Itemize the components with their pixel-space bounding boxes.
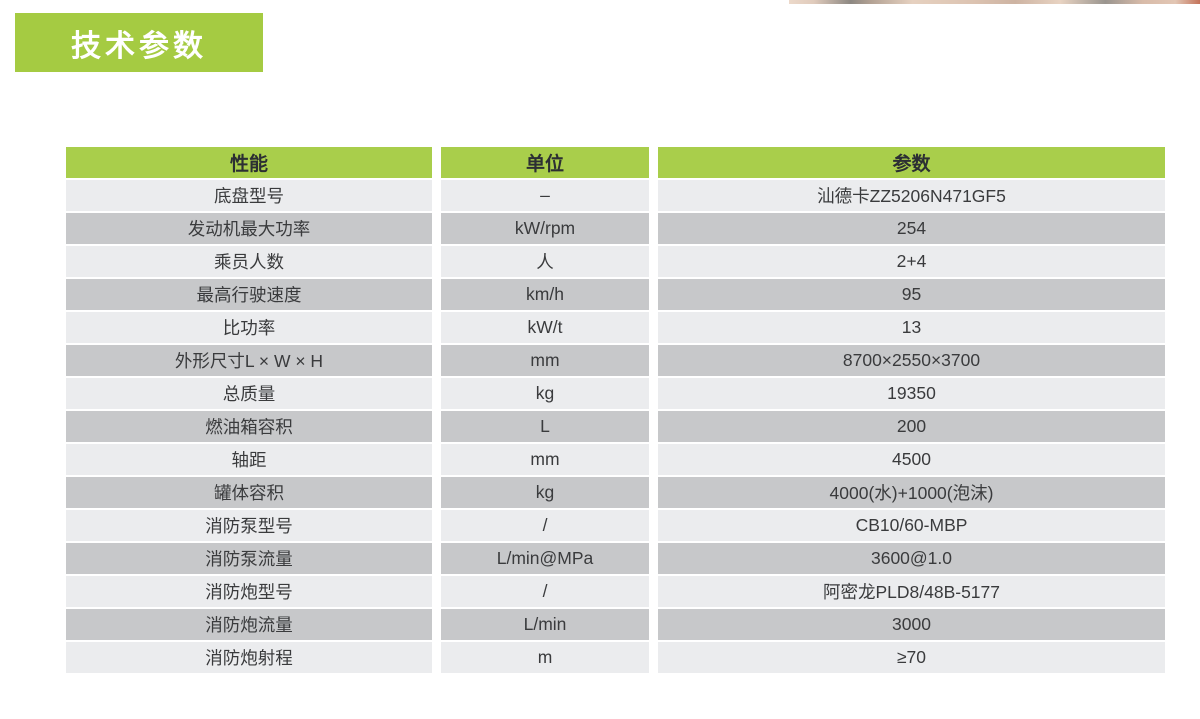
value-cell: 4500 bbox=[658, 444, 1165, 475]
spec-name-cell: 底盘型号 bbox=[66, 180, 432, 211]
value-cell: 3600@1.0 bbox=[658, 543, 1165, 574]
value-cell: 254 bbox=[658, 213, 1165, 244]
value-cell: 汕德卡ZZ5206N471GF5 bbox=[658, 180, 1165, 211]
table-row: 消防炮射程 m ≥70 bbox=[66, 642, 1165, 673]
table-row: 最高行驶速度 km/h 95 bbox=[66, 279, 1165, 310]
spec-table-header: 性能 单位 参数 bbox=[66, 147, 1165, 178]
spec-name-cell: 消防炮型号 bbox=[66, 576, 432, 607]
table-row: 消防炮流量 L/min 3000 bbox=[66, 609, 1165, 640]
spec-name-cell: 罐体容积 bbox=[66, 477, 432, 508]
section-title-box: 技术参数 bbox=[15, 13, 263, 72]
table-row: 消防炮型号 / 阿密龙PLD8/48B-5177 bbox=[66, 576, 1165, 607]
spec-name-cell: 消防泵流量 bbox=[66, 543, 432, 574]
table-row: 外形尺寸L × W × H mm 8700×2550×3700 bbox=[66, 345, 1165, 376]
value-cell: 95 bbox=[658, 279, 1165, 310]
unit-cell: / bbox=[441, 510, 649, 541]
spec-name-cell: 乘员人数 bbox=[66, 246, 432, 277]
unit-cell: m bbox=[441, 642, 649, 673]
table-row: 底盘型号 – 汕德卡ZZ5206N471GF5 bbox=[66, 180, 1165, 211]
unit-cell: kW/rpm bbox=[441, 213, 649, 244]
value-cell: 8700×2550×3700 bbox=[658, 345, 1165, 376]
table-row: 比功率 kW/t 13 bbox=[66, 312, 1165, 343]
spec-name-cell: 比功率 bbox=[66, 312, 432, 343]
spec-name-cell: 发动机最大功率 bbox=[66, 213, 432, 244]
header-row: 性能 单位 参数 bbox=[66, 147, 1165, 178]
col-header-unit: 单位 bbox=[441, 147, 649, 178]
unit-cell: kg bbox=[441, 378, 649, 409]
spec-table: 性能 单位 参数 底盘型号 – 汕德卡ZZ5206N471GF5 发动机最大功率 kW/… bbox=[57, 145, 1174, 675]
page-title: 技术参数 bbox=[71, 29, 207, 63]
table-row: 罐体容积 kg 4000(水)+1000(泡沫) bbox=[66, 477, 1165, 508]
cropped-photo-edge bbox=[789, 0, 1200, 4]
spec-name-cell: 消防炮流量 bbox=[66, 609, 432, 640]
value-cell: 3000 bbox=[658, 609, 1165, 640]
unit-cell: 人 bbox=[441, 246, 649, 277]
value-cell: 4000(水)+1000(泡沫) bbox=[658, 477, 1165, 508]
table-row: 轴距 mm 4500 bbox=[66, 444, 1165, 475]
spec-table-body: 底盘型号 – 汕德卡ZZ5206N471GF5 发动机最大功率 kW/rpm 254 乘员人… bbox=[66, 180, 1165, 673]
unit-cell: – bbox=[441, 180, 649, 211]
spec-name-cell: 消防泵型号 bbox=[66, 510, 432, 541]
value-cell: ≥70 bbox=[658, 642, 1165, 673]
spec-name-cell: 最高行驶速度 bbox=[66, 279, 432, 310]
col-header-parameter: 参数 bbox=[658, 147, 1165, 178]
value-cell: CB10/60-MBP bbox=[658, 510, 1165, 541]
table-row: 消防泵型号 / CB10/60-MBP bbox=[66, 510, 1165, 541]
unit-cell: mm bbox=[441, 345, 649, 376]
unit-cell: kW/t bbox=[441, 312, 649, 343]
spec-name-cell: 总质量 bbox=[66, 378, 432, 409]
value-cell: 19350 bbox=[658, 378, 1165, 409]
value-cell: 2+4 bbox=[658, 246, 1165, 277]
unit-cell: mm bbox=[441, 444, 649, 475]
table-row: 燃油箱容积 L 200 bbox=[66, 411, 1165, 442]
table-row: 发动机最大功率 kW/rpm 254 bbox=[66, 213, 1165, 244]
spec-name-cell: 消防炮射程 bbox=[66, 642, 432, 673]
unit-cell: L/min bbox=[441, 609, 649, 640]
unit-cell: L bbox=[441, 411, 649, 442]
table-row: 消防泵流量 L/min@MPa 3600@1.0 bbox=[66, 543, 1165, 574]
value-cell: 阿密龙PLD8/48B-5177 bbox=[658, 576, 1165, 607]
unit-cell: kg bbox=[441, 477, 649, 508]
unit-cell: km/h bbox=[441, 279, 649, 310]
unit-cell: L/min@MPa bbox=[441, 543, 649, 574]
value-cell: 200 bbox=[658, 411, 1165, 442]
value-cell: 13 bbox=[658, 312, 1165, 343]
spec-name-cell: 轴距 bbox=[66, 444, 432, 475]
unit-cell: / bbox=[441, 576, 649, 607]
table-row: 总质量 kg 19350 bbox=[66, 378, 1165, 409]
table-row: 乘员人数人 2+4 bbox=[66, 246, 1165, 277]
col-header-performance: 性能 bbox=[66, 147, 432, 178]
spec-name-cell: 燃油箱容积 bbox=[66, 411, 432, 442]
spec-name-cell: 外形尺寸L × W × H bbox=[66, 345, 432, 376]
